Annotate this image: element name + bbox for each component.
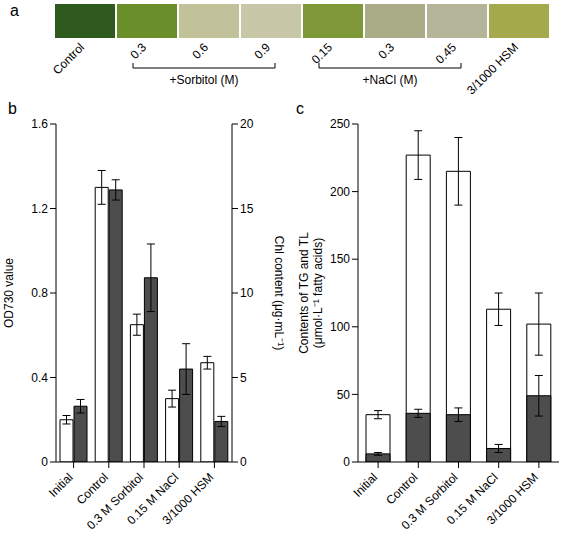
- svg-text:20: 20: [240, 117, 254, 131]
- svg-text:5: 5: [240, 371, 247, 385]
- svg-text:200: 200: [330, 185, 350, 199]
- svg-text:3/1000 HSM: 3/1000 HSM: [464, 40, 521, 97]
- svg-text:0: 0: [240, 455, 247, 469]
- svg-text:3/1000 HSM: 3/1000 HSM: [484, 470, 541, 527]
- svg-text:0.4: 0.4: [31, 371, 48, 385]
- svg-text:0.3 M Sorbitol: 0.3 M Sorbitol: [83, 470, 147, 533]
- svg-text:0.9: 0.9: [251, 40, 273, 62]
- html-text:c: c: [296, 100, 304, 117]
- svg-text:+NaCl (M): +NaCl (M): [362, 73, 417, 87]
- svg-text:0.45: 0.45: [433, 40, 460, 67]
- svg-text:OD730 value: OD730 value: [2, 258, 16, 328]
- svg-text:0.3: 0.3: [127, 40, 149, 62]
- svg-text:0.3 M Sorbitol: 0.3 M Sorbitol: [398, 470, 461, 533]
- svg-text:0.3: 0.3: [375, 40, 397, 62]
- svg-text:a: a: [10, 2, 19, 19]
- svg-text:Initial: Initial: [46, 470, 76, 500]
- svg-text:1.2: 1.2: [31, 202, 48, 216]
- svg-text:3/1000 HSM: 3/1000 HSM: [159, 470, 216, 527]
- svg-text:0.15 M NaCl: 0.15 M NaCl: [443, 470, 501, 528]
- svg-text:100: 100: [330, 320, 350, 334]
- html-text:b: b: [8, 100, 17, 117]
- svg-text:0: 0: [41, 455, 48, 469]
- svg-text:Control: Control: [50, 40, 87, 77]
- svg-text:+Sorbitol (M): +Sorbitol (M): [169, 73, 238, 87]
- svg-text:150: 150: [330, 252, 350, 266]
- svg-text:Control: Control: [383, 470, 420, 507]
- svg-text:50: 50: [337, 388, 351, 402]
- svg-text:0.6: 0.6: [189, 40, 211, 62]
- svg-text:1.6: 1.6: [31, 117, 48, 131]
- svg-text:0.8: 0.8: [31, 286, 48, 300]
- svg-text:10: 10: [240, 286, 254, 300]
- svg-text:Control: Control: [73, 470, 111, 508]
- svg-text:Contents of TG and TL(μmol·L⁻¹: Contents of TG and TL(μmol·L⁻¹ fatty aci…: [297, 232, 325, 354]
- svg-text:0.15: 0.15: [309, 40, 336, 67]
- svg-text:15: 15: [240, 202, 254, 216]
- svg-text:Initial: Initial: [351, 470, 381, 500]
- svg-text:0: 0: [343, 455, 350, 469]
- svg-text:0.15 M NaCl: 0.15 M NaCl: [124, 470, 182, 528]
- svg-text:250: 250: [330, 117, 350, 131]
- svg-text:Chl content (μg·mL⁻¹): Chl content (μg·mL⁻¹): [272, 236, 286, 350]
